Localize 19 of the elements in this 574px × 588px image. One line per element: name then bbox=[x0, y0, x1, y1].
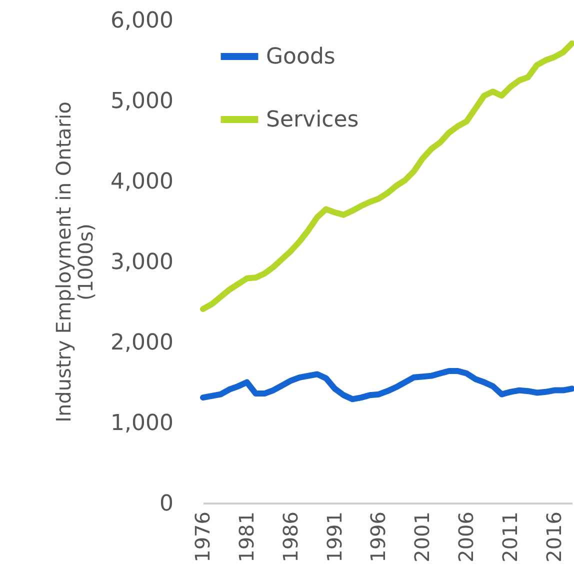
x-tick-label: 1986 bbox=[278, 512, 302, 562]
x-tick-label: 1991 bbox=[322, 512, 346, 562]
x-tick-label: 1996 bbox=[366, 512, 390, 562]
x-tick-label: 2006 bbox=[454, 512, 478, 562]
legend-label: Goods bbox=[266, 44, 336, 70]
y-tick-label: 5,000 bbox=[110, 89, 174, 114]
x-tick-label: 2001 bbox=[410, 512, 434, 562]
y-tick-label: 6,000 bbox=[110, 8, 174, 34]
x-tick-label: 1976 bbox=[190, 512, 214, 562]
y-tick-label: 2,000 bbox=[110, 330, 174, 356]
legend-label: Services bbox=[266, 108, 359, 132]
y-axis-title: Industry Employment in Ontario (1000s) bbox=[52, 102, 98, 422]
y-tick-label: 0 bbox=[160, 492, 174, 516]
y-tick-label: 1,000 bbox=[110, 411, 174, 436]
y-tick-label: 4,000 bbox=[110, 170, 174, 194]
x-tick-label: 2016 bbox=[542, 512, 566, 562]
y-tick-label: 3,000 bbox=[110, 250, 174, 275]
x-tick-label: 2011 bbox=[498, 512, 522, 562]
x-tick-label: 1981 bbox=[234, 512, 258, 562]
